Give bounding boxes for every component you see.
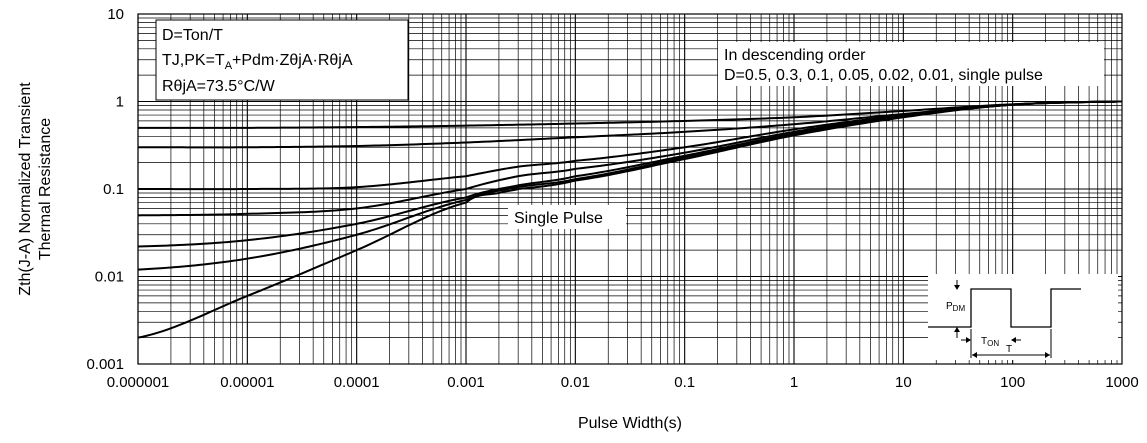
- y-axis-label-line-1: Zth(J-A) Normalized Transient: [17, 82, 34, 296]
- series-line-1: [138, 100, 1123, 129]
- plot-frame: [137, 13, 1123, 365]
- pulse-waveform-inset: PDM TON T: [928, 274, 1118, 360]
- series-line-7: [137, 100, 1123, 339]
- note-right: In descending order D=0.5, 0.3, 0.1, 0.0…: [718, 42, 1104, 86]
- series-line-4: [137, 100, 1123, 217]
- note-right-box: [718, 42, 1104, 86]
- y-tick-label: 10: [107, 6, 124, 23]
- x-tick-label: 0.00001: [220, 374, 274, 391]
- period-arrowhead-right: [1045, 352, 1050, 358]
- x-tick-label: 0.0001: [334, 374, 380, 391]
- note-left-line-2: TJ,PK=TA+Pdm·ZθjA·RθjA: [162, 52, 353, 72]
- x-tick-label: 0.000001: [107, 374, 170, 391]
- pdm-arrowhead-bottom: [954, 327, 960, 332]
- note-left-line-1: D=Ton/T: [162, 27, 223, 44]
- waveform-line: [928, 288, 1081, 328]
- y-tick-label: 0.1: [103, 181, 124, 198]
- ton-arrowhead-left: [966, 337, 971, 343]
- y-tick-label: 0.001: [86, 356, 124, 373]
- note-left-line-2-a: TJ,PK=T: [162, 52, 225, 69]
- x-tick-label: 1000: [1105, 374, 1138, 391]
- series-line-3: [138, 100, 1123, 191]
- y-tick-label: 0.01: [95, 269, 124, 286]
- x-tick-label: 0.01: [561, 374, 590, 391]
- note-right-line-1: In descending order: [724, 47, 866, 64]
- note-right-line-2: D=0.5, 0.3, 0.1, 0.05, 0.02, 0.01, singl…: [724, 67, 1043, 84]
- pdm-arrowhead-top: [954, 285, 960, 290]
- note-left-line-2-sub: A: [225, 60, 233, 72]
- y-tick-label: 1: [116, 94, 124, 111]
- period-arrowhead-left: [972, 352, 977, 358]
- y-axis-label-line-2: Thermal Resistance: [37, 118, 54, 260]
- x-tick-label: 100: [1000, 374, 1025, 391]
- note-left-line-3: RθjA=73.5°C/W: [162, 78, 276, 95]
- x-axis-label: Pulse Width(s): [578, 415, 682, 432]
- ton-arrowhead-right: [1011, 337, 1016, 343]
- single-pulse-label: Single Pulse: [514, 210, 603, 227]
- series-group: [137, 100, 1123, 339]
- y-axis-label: Zth(J-A) Normalized Transient Thermal Re…: [17, 82, 54, 296]
- note-left-line-2-b: +Pdm·ZθjA·RθjA: [232, 52, 353, 69]
- note-left-box: [155, 19, 409, 101]
- x-tick-label: 10: [895, 374, 912, 391]
- y-tick-labels: 0.001 0.01 0.1 1 10: [86, 6, 124, 373]
- ton-label: TON: [981, 336, 999, 348]
- x-tick-labels: 0.000001 0.00001 0.0001 0.001 0.01 0.1 1 10 100 1…: [107, 374, 1139, 391]
- x-tick-label: 1: [790, 374, 798, 391]
- inset-bg: [928, 274, 1118, 360]
- pdm-label: PDM: [946, 301, 965, 313]
- period-label: T: [1006, 344, 1012, 355]
- note-left: D=Ton/T TJ,PK=TA+Pdm·ZθjA·RθjA RθjA=73.5…: [155, 19, 409, 101]
- single-pulse-bg: [508, 205, 626, 229]
- x-tick-label: 0.001: [447, 374, 485, 391]
- x-tick-label: 0.1: [674, 374, 695, 391]
